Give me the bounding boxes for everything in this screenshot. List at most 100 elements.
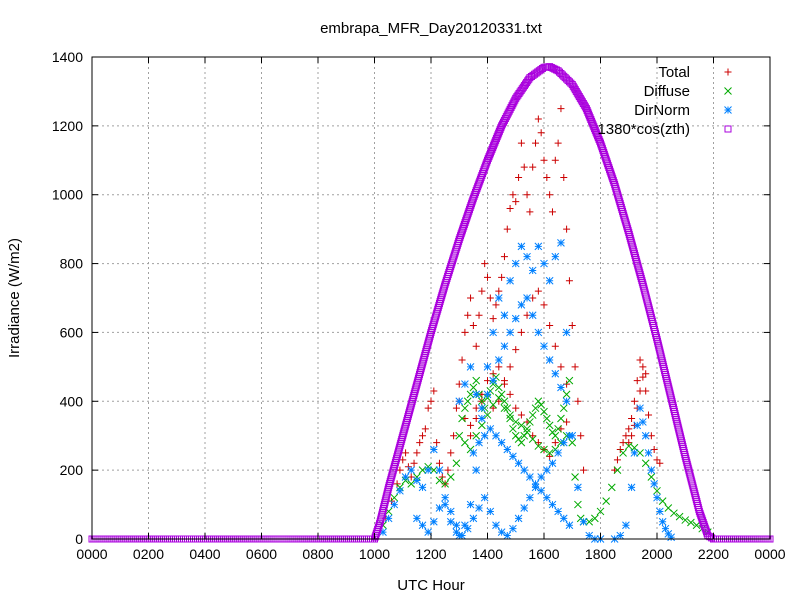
data-point (472, 390, 481, 399)
x-tick-label: 1400 (472, 546, 503, 562)
plot-area (88, 63, 774, 543)
data-point (466, 390, 475, 399)
data-point (486, 151, 494, 159)
data-point (630, 397, 638, 405)
data-point (639, 363, 647, 371)
data-point (495, 127, 503, 135)
data-point (433, 439, 441, 447)
data-point (514, 514, 523, 523)
data-point (580, 466, 588, 474)
data-point (565, 376, 574, 385)
data-point (514, 459, 523, 468)
data-point (413, 514, 421, 523)
data-point (407, 480, 416, 488)
data-point (656, 459, 664, 467)
data-point (585, 110, 593, 118)
data-point (559, 438, 568, 447)
data-point (503, 445, 512, 454)
data-point (509, 424, 517, 433)
data-point (424, 528, 433, 536)
data-point (661, 524, 670, 533)
data-point (613, 466, 622, 474)
data-point (554, 139, 562, 147)
data-point (542, 466, 551, 474)
data-point (463, 524, 472, 533)
data-point (619, 449, 627, 457)
data-point (506, 390, 514, 398)
data-point (384, 514, 393, 523)
data-point (477, 397, 486, 406)
data-point (557, 383, 565, 392)
data-point (446, 473, 455, 481)
data-point (441, 493, 449, 502)
data-point (602, 497, 611, 505)
data-point (647, 466, 656, 474)
data-point (472, 466, 481, 474)
axes: 0000 0200 0400 0600 0800 1000 1200 1400 1600 1800… (52, 49, 786, 562)
data-point (537, 473, 546, 481)
data-point (511, 418, 520, 426)
data-point (429, 517, 438, 526)
data-point (485, 153, 493, 161)
data-point (410, 459, 418, 467)
data-point (590, 123, 598, 131)
data-point (512, 198, 520, 206)
data-point (401, 473, 410, 481)
data-point (540, 445, 548, 454)
data-point (430, 387, 438, 395)
data-point (481, 260, 489, 268)
x-tick-label: 0800 (302, 546, 333, 562)
data-point (526, 418, 534, 426)
data-point (506, 414, 514, 423)
data-point (494, 356, 503, 364)
data-point (681, 516, 690, 524)
data-point (494, 393, 503, 402)
data-point (477, 421, 486, 430)
y-axis-title: Irradiance (W/m2) (6, 238, 23, 358)
data-point (458, 356, 466, 364)
data-point (486, 507, 495, 516)
data-point (545, 276, 554, 285)
legend: Total Diffuse DirNorm 1380*cos(zth) (597, 64, 732, 138)
data-point (624, 442, 633, 450)
data-point (494, 294, 503, 302)
data-point (546, 452, 554, 460)
x-axis-title: UTC Hour (397, 577, 465, 594)
data-point (554, 424, 562, 433)
x-tick-label: 1600 (528, 546, 559, 562)
data-point (469, 322, 477, 330)
chart-title: embrapa_MFR_Day20120331.txt (320, 20, 543, 37)
legend-label: 1380*cos(zth) (597, 121, 690, 138)
y-tick-label: 800 (60, 256, 84, 272)
data-point (463, 397, 472, 406)
data-point (529, 163, 537, 171)
data-point (491, 138, 499, 146)
data-point (534, 115, 542, 123)
data-point (523, 424, 531, 433)
data-point (467, 421, 475, 429)
data-point (480, 431, 489, 440)
data-point (557, 414, 565, 423)
data-point (583, 106, 591, 114)
data-point (498, 273, 506, 281)
data-point (509, 452, 517, 461)
data-point (645, 411, 653, 419)
data-point (574, 397, 582, 405)
data-point (500, 397, 509, 406)
data-point (579, 517, 588, 526)
data-point (540, 407, 548, 416)
data-point (450, 432, 458, 440)
data-point (503, 531, 512, 540)
data-point (475, 438, 483, 447)
data-point (531, 480, 540, 488)
data-point (546, 191, 554, 199)
data-point (506, 363, 514, 371)
data-point (534, 287, 542, 295)
data-point (591, 125, 599, 133)
data-point (554, 449, 562, 457)
data-point (607, 483, 616, 492)
data-point (435, 459, 443, 467)
data-point (509, 191, 517, 199)
data-point (625, 425, 633, 433)
